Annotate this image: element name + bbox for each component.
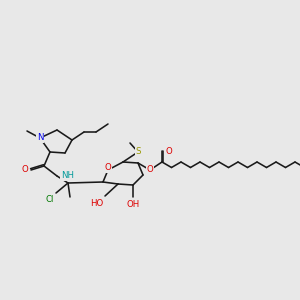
Text: HO: HO [90, 199, 103, 208]
Text: O: O [147, 166, 153, 175]
Text: OH: OH [126, 200, 140, 209]
Text: NH: NH [61, 172, 74, 181]
Text: O: O [21, 166, 28, 175]
Text: Cl: Cl [46, 195, 54, 204]
Text: O: O [105, 164, 111, 172]
Text: O: O [165, 146, 172, 155]
Text: S: S [135, 148, 141, 157]
Text: N: N [37, 134, 43, 142]
